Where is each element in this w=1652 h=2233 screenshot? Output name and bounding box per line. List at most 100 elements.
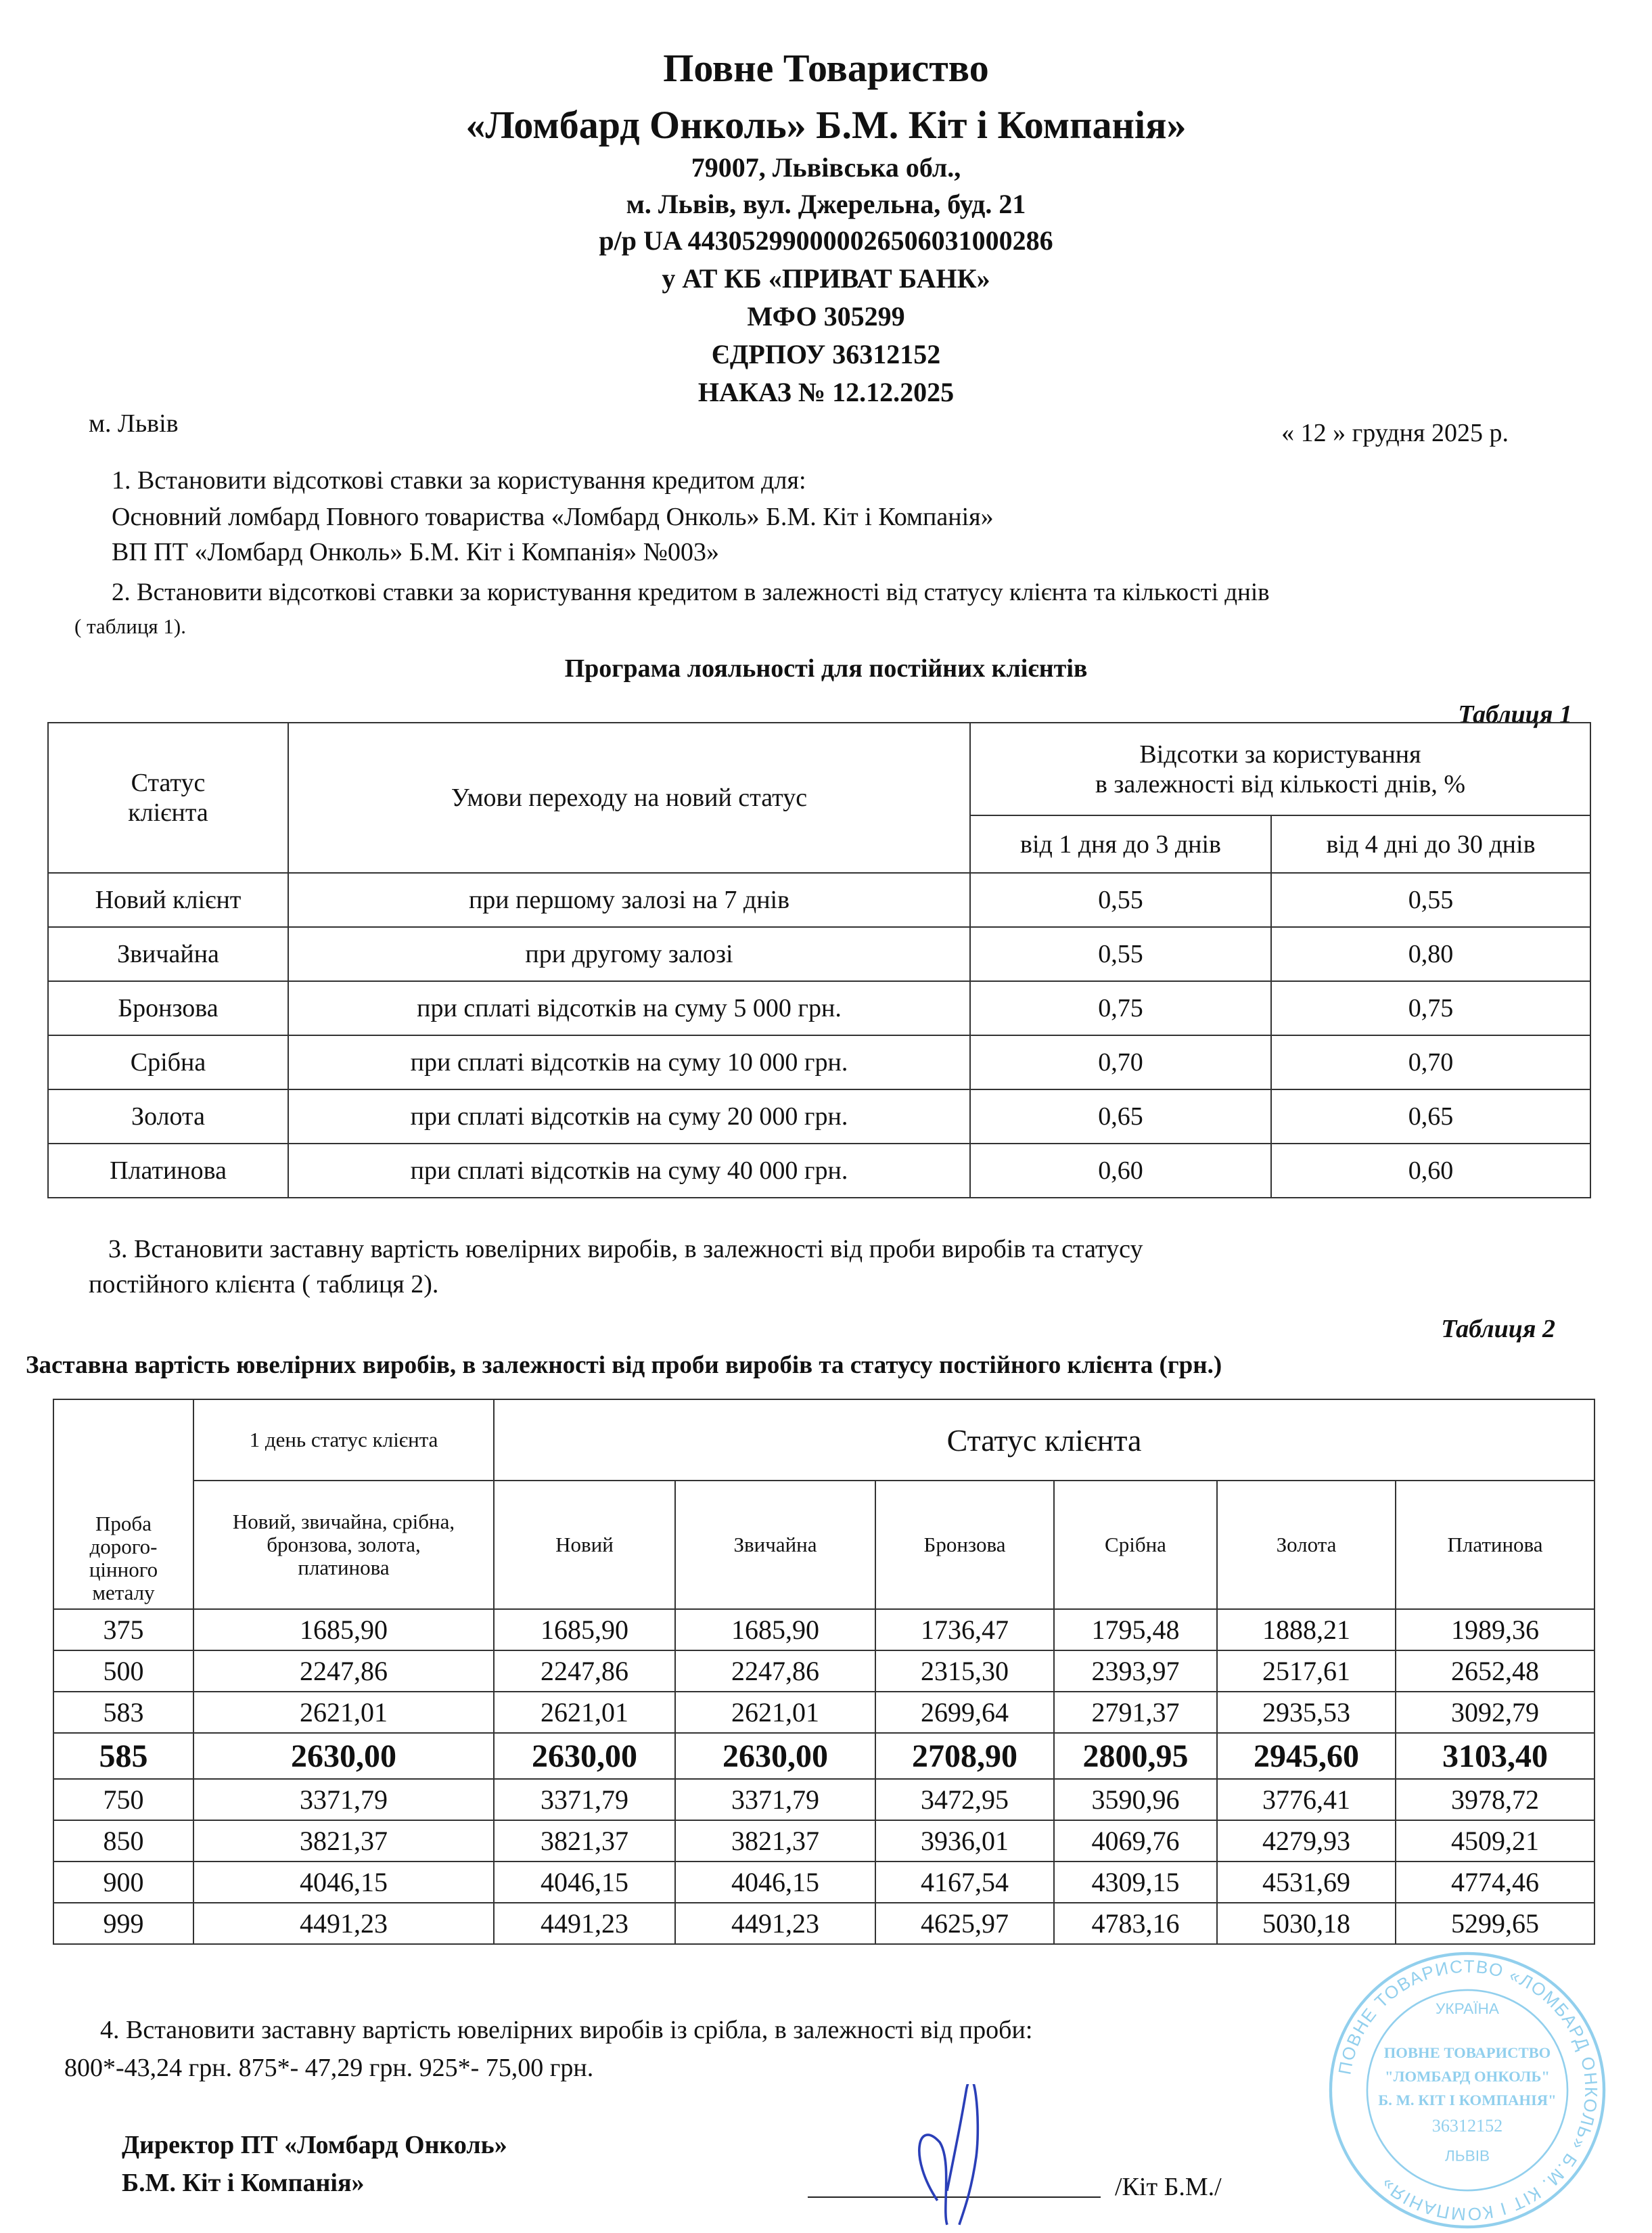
bank-name: у АТ КБ «ПРИВАТ БАНК» [662, 263, 990, 294]
value-cell: 4491,23 [493, 1902, 676, 1945]
col-probe-header: Проба дорого-цінного металу [53, 1399, 194, 1610]
table-row: 850 3821,37 3821,37 3821,37 3936,01 4069,76 42… [53, 1820, 1596, 1862]
value-cell: 3821,37 [674, 1820, 876, 1862]
col-percent-line2: в залежності від кількості днів, % [1095, 769, 1466, 798]
table2-label: Таблиця 2 [1441, 1315, 1555, 1343]
edrpou: ЄДРПОУ 36312152 [711, 339, 941, 369]
value-cell: 4531,69 [1216, 1861, 1396, 1903]
table-row: 900 4046,15 4046,15 4046,15 4167,54 4309,15 45… [53, 1861, 1596, 1903]
probe-cell: 750 [53, 1778, 194, 1821]
value-cell: 2945,60 [1216, 1732, 1396, 1780]
value-cell: 5030,18 [1216, 1902, 1396, 1945]
value-cell: 4069,76 [1053, 1820, 1218, 1862]
value-cell: 1888,21 [1216, 1608, 1396, 1651]
para4-line1: 4. Встановити заставну вартість ювелірни… [100, 2016, 1033, 2044]
address-line2: м. Львів, вул. Джерельна, буд. 21 [626, 189, 1026, 219]
rate-4-30-days-cell: 0,70 [1270, 1035, 1591, 1090]
table-row: Платинова при сплаті відсотків на суму 40… [47, 1143, 1591, 1198]
value-cell: 4046,15 [193, 1861, 495, 1903]
rate-1-3-days-cell: 0,70 [969, 1035, 1272, 1090]
col-status-header: Статус клієнта [492, 1399, 1596, 1481]
company-stamp: ПОВНЕ ТОВАРИСТВО «ЛОМБАРД ОНКОЛЬ» Б.М. К… [1329, 1952, 1606, 2229]
company-name-line1: Повне Товариство [663, 46, 989, 90]
para1-line2: Основний ломбард Повного товариства «Лом… [112, 503, 994, 531]
value-cell: 2935,53 [1216, 1691, 1396, 1734]
rate-1-3-days-cell: 0,75 [969, 980, 1272, 1036]
rate-4-30-days-cell: 0,80 [1270, 926, 1591, 982]
value-cell: 4774,46 [1394, 1861, 1596, 1903]
status-header-5: Золота [1216, 1480, 1396, 1610]
value-cell: 2621,01 [193, 1691, 495, 1734]
handwritten-signature [918, 2084, 980, 2226]
condition-cell: при сплаті відсотків на суму 40 000 грн. [288, 1143, 971, 1198]
probe-cell: 500 [53, 1650, 194, 1692]
value-cell: 2652,48 [1394, 1650, 1596, 1692]
probe-cell: 585 [53, 1732, 194, 1780]
table1-heading: Програма лояльності для постійних клієнт… [564, 654, 1088, 683]
para3-line1: 3. Встановити заставну вартість ювелірни… [108, 1235, 1143, 1263]
value-cell: 3472,95 [875, 1778, 1055, 1821]
col-day1-sub-header: Новий, звичайна, срібна, бронзова, золот… [193, 1480, 495, 1610]
para3-line2: постійного клієнта ( таблиця 2). [89, 1270, 439, 1299]
value-cell: 1989,36 [1394, 1608, 1596, 1651]
col-percent-header: Відсотки за користування в залежності ві… [969, 722, 1591, 816]
condition-cell: при другому залозі [288, 926, 971, 982]
rate-4-30-days-cell: 0,60 [1270, 1143, 1591, 1198]
stamp-city: ЛЬВІВ [1445, 2148, 1490, 2165]
value-cell: 2621,01 [674, 1691, 876, 1734]
stamp-line1: ПОВНЕ ТОВАРИСТВО [1384, 2044, 1551, 2061]
value-cell: 4491,23 [674, 1902, 876, 1945]
col-percent-line1: Відсотки за користування [1139, 740, 1421, 769]
stamp-inner-ring [1366, 1989, 1569, 2192]
value-cell: 4491,23 [193, 1902, 495, 1945]
value-cell: 3371,79 [493, 1778, 676, 1821]
table-row: Срібна при сплаті відсотків на суму 10 00… [47, 1035, 1591, 1090]
value-cell: 2630,00 [193, 1732, 495, 1780]
status-header-2: Звичайна [674, 1480, 876, 1610]
value-cell: 1795,48 [1053, 1608, 1218, 1651]
status-header-6: Платинова [1394, 1480, 1596, 1610]
table-row: Звичайна при другому залозі 0,55 0,80 [47, 926, 1591, 982]
value-cell: 2699,64 [875, 1691, 1055, 1734]
value-cell: 2791,37 [1053, 1691, 1218, 1734]
value-cell: 2517,61 [1216, 1650, 1396, 1692]
table-row: 999 4491,23 4491,23 4491,23 4625,97 4783,16 50… [53, 1902, 1596, 1945]
value-cell: 1736,47 [875, 1608, 1055, 1651]
value-cell: 2315,30 [875, 1650, 1055, 1692]
value-cell: 1685,90 [493, 1608, 676, 1651]
table-row: Бронзова при сплаті відсотків на суму 5 0… [47, 980, 1591, 1036]
status-cell: Звичайна [47, 926, 289, 982]
probe-cell: 375 [53, 1608, 194, 1651]
value-cell: 1685,90 [674, 1608, 876, 1651]
value-cell: 2247,86 [674, 1650, 876, 1692]
condition-cell: при першому залозі на 7 днів [288, 872, 971, 928]
probe-cell: 583 [53, 1691, 194, 1734]
stamp-outer-ring [1329, 1952, 1606, 2229]
table-row: 583 2621,01 2621,01 2621,01 2699,64 2791,37 29… [53, 1691, 1596, 1734]
status-cell: Срібна [47, 1035, 289, 1090]
probe-cell: 850 [53, 1820, 194, 1862]
director-name: /Кіт Б.М./ [1115, 2173, 1222, 2201]
signature-stroke [918, 2084, 980, 2226]
value-cell: 3371,79 [674, 1778, 876, 1821]
value-cell: 3936,01 [875, 1820, 1055, 1862]
company-name-line2: «Ломбард Онколь» Б.М. Кіт і Компанія» [465, 103, 1187, 147]
bank-account: р/р UA 443052990000026506031000286 [599, 225, 1053, 256]
condition-cell: при сплаті відсотків на суму 10 000 грн. [288, 1035, 971, 1090]
value-cell: 4046,15 [674, 1861, 876, 1903]
status-cell: Золота [47, 1089, 289, 1144]
value-cell: 2621,01 [493, 1691, 676, 1734]
value-cell: 2630,00 [493, 1732, 676, 1780]
stamp-outer-text: ПОВНЕ ТОВАРИСТВО «ЛОМБАРД ОНКОЛЬ» Б.М. К… [1334, 1956, 1601, 2225]
para2-line1: 2. Встановити відсоткові ставки за корис… [112, 579, 1270, 606]
value-cell: 3371,79 [193, 1778, 495, 1821]
pledge-value-table: Проба дорого-цінного металу 1 день стату… [53, 1399, 1596, 1945]
value-cell: 2708,90 [875, 1732, 1055, 1780]
rate-4-30-days-cell: 0,65 [1270, 1089, 1591, 1144]
value-cell: 4509,21 [1394, 1820, 1596, 1862]
condition-cell: при сплаті відсотків на суму 5 000 грн. [288, 980, 971, 1036]
order-number: НАКАЗ № 12.12.2025 [697, 377, 955, 407]
status-cell: Новий клієнт [47, 872, 289, 928]
value-cell: 4625,97 [875, 1902, 1055, 1945]
table-row: 750 3371,79 3371,79 3371,79 3472,95 3590,96 37… [53, 1778, 1596, 1821]
